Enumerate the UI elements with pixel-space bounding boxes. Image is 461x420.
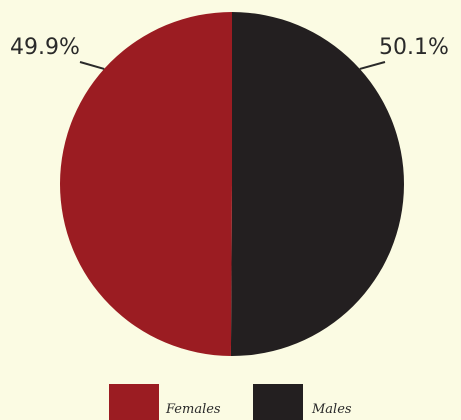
legend-swatch-males <box>253 384 303 420</box>
legend-label-males: Males <box>311 402 352 417</box>
slice-label-females: 49.9% <box>10 35 80 60</box>
leader-lines <box>79 61 386 70</box>
legend-swatch-females <box>109 384 159 420</box>
pie-slice-females <box>60 12 233 356</box>
pie-slice-males <box>230 11 405 357</box>
leader-line-males <box>359 61 386 70</box>
legend: Females Males <box>109 384 352 420</box>
legend-label-females: Females <box>165 402 221 417</box>
pie-slices <box>60 11 405 357</box>
leader-line-females <box>79 61 105 70</box>
slice-label-males: 50.1% <box>379 35 449 60</box>
slice-labels: 49.9% 50.1% <box>10 35 449 60</box>
